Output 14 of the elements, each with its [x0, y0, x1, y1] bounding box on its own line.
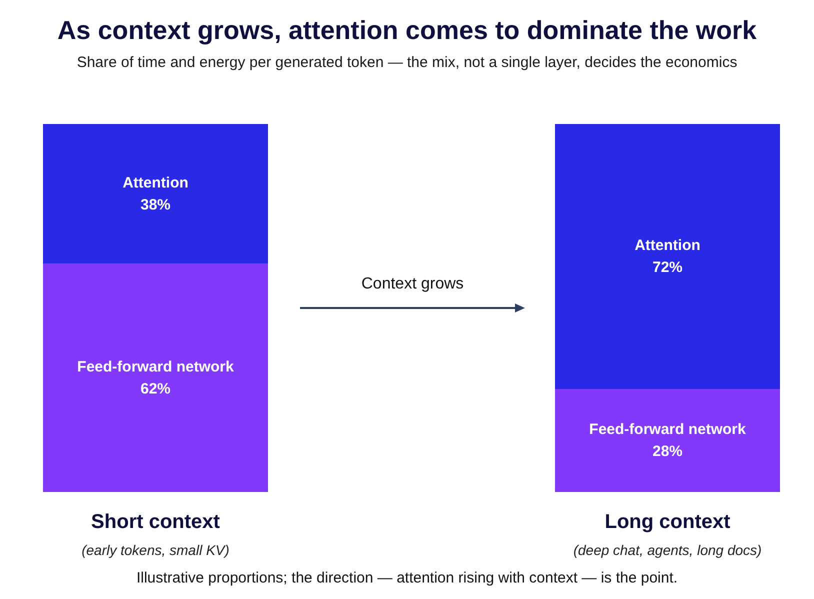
chart-subtitle: Share of time and energy per generated token — the mix, not a single layer, decides the economics	[76, 54, 738, 71]
series-label: Attention	[122, 174, 188, 192]
data-label: 28%	[652, 442, 683, 460]
data-label: 62%	[140, 380, 171, 398]
series-label: Feed-forward network	[589, 420, 746, 438]
text: Illustrative proportions; the direction — attention rising with context — is the point.	[136, 570, 678, 586]
x-tick-label: Short context (early tokens, small KV)	[82, 511, 230, 558]
annotation: Context grows	[361, 276, 464, 292]
x-tick-label: Long context (deep chat, agents, long docs)	[573, 511, 762, 558]
text: Attention	[634, 236, 700, 254]
data-label: 72%	[652, 258, 683, 276]
text: Feed-forward network	[77, 358, 234, 376]
data-label: 38%	[140, 196, 171, 214]
chart-title: As context grows, attention comes to dominate the work	[57, 15, 758, 45]
